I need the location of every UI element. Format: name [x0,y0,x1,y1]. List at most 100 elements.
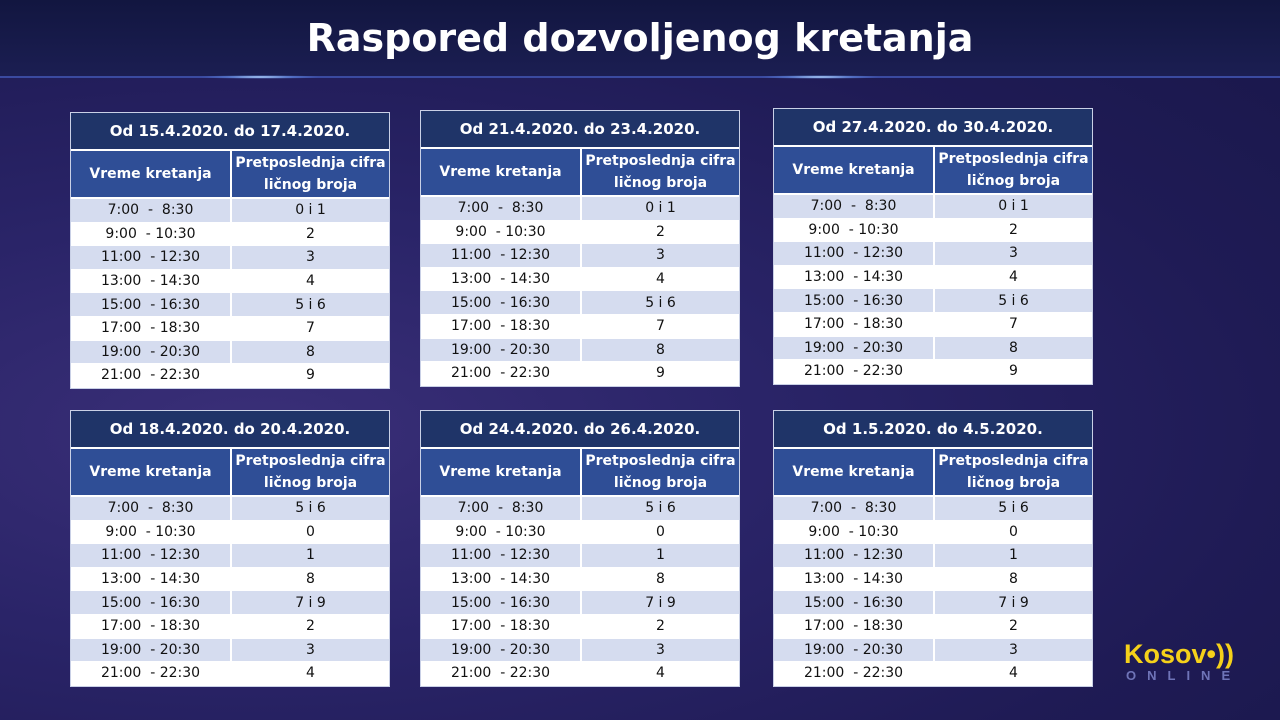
table-row: 9:00 - 10:30 0 [71,520,389,545]
table-row: 15:00 - 16:30 5 i 6 [774,289,1092,313]
logo-sub: ONLINE [1126,668,1242,683]
digit-cell: 3 [1009,245,1018,262]
table-header: Vreme kretanja Pretposlednja cifra lično… [71,449,389,497]
digit-cell: 2 [656,618,665,635]
table-row: 21:00 - 22:30 4 [774,662,1092,686]
table-caption: Od 1.5.2020. do 4.5.2020. [774,411,1092,449]
digit-cell: 1 [306,547,315,564]
time-cell: 21:00 - 22:30 [421,662,582,685]
table-row: 11:00 - 12:30 1 [774,544,1092,568]
header-time: Vreme kretanja [71,449,232,495]
schedule-table: Od 27.4.2020. do 30.4.2020. Vreme kretan… [773,108,1093,385]
table-row: 21:00 - 22:30 9 [774,360,1092,384]
table-row: 7:00 - 8:30 5 i 6 [774,497,1092,521]
digit-cell: 7 i 9 [645,594,676,611]
digit-cell: 8 [656,341,665,358]
schedule-table: Od 24.4.2020. do 26.4.2020. Vreme kretan… [420,410,740,687]
time-cell: 17:00 - 18:30 [71,614,232,638]
time-cell: 11:00 - 12:30 [71,544,232,567]
table-row: 15:00 - 16:30 5 i 6 [71,293,389,317]
digit-cell: 3 [1009,641,1018,658]
digit-cell: 5 i 6 [645,294,676,311]
time-cell: 15:00 - 16:30 [71,591,232,614]
table-row: 15:00 - 16:30 7 i 9 [71,591,389,615]
schedule-table: Od 21.4.2020. do 23.4.2020. Vreme kretan… [420,110,740,387]
table-row: 9:00 - 10:30 2 [774,218,1092,243]
digit-cell: 0 i 1 [645,200,676,217]
digit-cell: 4 [1009,665,1018,682]
digit-cell: 4 [656,271,665,288]
digit-cell: 1 [1009,547,1018,564]
header-digit: Pretposlednja cifra ličnog broja [235,155,386,193]
digit-cell: 7 [656,318,665,335]
table-row: 21:00 - 22:30 4 [421,662,739,686]
time-cell: 17:00 - 18:30 [774,312,935,336]
time-cell: 11:00 - 12:30 [421,544,582,567]
table-row: 17:00 - 18:30 2 [421,614,739,639]
digit-cell: 4 [306,273,315,290]
time-cell: 13:00 - 14:30 [71,269,232,293]
digit-cell: 3 [656,641,665,658]
digit-cell: 5 i 6 [645,500,676,517]
digit-cell: 4 [306,665,315,682]
digit-cell: 2 [1009,221,1018,238]
digit-cell: 3 [656,247,665,264]
table-row: 13:00 - 14:30 8 [421,567,739,592]
digit-cell: 3 [306,249,315,266]
table-row: 15:00 - 16:30 7 i 9 [774,591,1092,615]
digit-cell: 0 [306,523,315,540]
time-cell: 15:00 - 16:30 [421,291,582,314]
time-cell: 9:00 - 10:30 [774,520,935,544]
table-row: 19:00 - 20:30 8 [71,340,389,365]
digit-cell: 8 [306,343,315,360]
time-cell: 13:00 - 14:30 [421,267,582,291]
time-cell: 21:00 - 22:30 [774,662,935,685]
time-cell: 7:00 - 8:30 [774,195,935,218]
header-digit: Pretposlednja cifra ličnog broja [938,151,1089,189]
table-row: 15:00 - 16:30 7 i 9 [421,591,739,615]
header-time: Vreme kretanja [71,151,232,197]
time-cell: 17:00 - 18:30 [421,614,582,638]
digit-cell: 0 i 1 [295,202,326,219]
time-cell: 9:00 - 10:30 [71,222,232,246]
table-row: 11:00 - 12:30 3 [71,246,389,270]
digit-cell: 8 [306,571,315,588]
table-row: 15:00 - 16:30 5 i 6 [421,291,739,315]
time-cell: 13:00 - 14:30 [71,567,232,591]
time-cell: 15:00 - 16:30 [774,289,935,312]
digit-cell: 2 [306,225,315,242]
table-header: Vreme kretanja Pretposlednja cifra lično… [71,151,389,199]
table-row: 21:00 - 22:30 9 [71,364,389,388]
table-row: 7:00 - 8:30 5 i 6 [421,497,739,521]
table-row: 13:00 - 14:30 4 [774,265,1092,290]
header-time: Vreme kretanja [774,449,935,495]
time-cell: 11:00 - 12:30 [71,246,232,269]
table-caption: Od 24.4.2020. do 26.4.2020. [421,411,739,449]
table-row: 7:00 - 8:30 0 i 1 [421,197,739,221]
time-cell: 21:00 - 22:30 [71,364,232,387]
time-cell: 19:00 - 20:30 [774,336,935,360]
time-cell: 7:00 - 8:30 [421,197,582,220]
table-row: 9:00 - 10:30 0 [774,520,1092,545]
logo-brand: Kosov•)) [1124,639,1234,669]
digit-cell: 9 [656,365,665,382]
time-cell: 19:00 - 20:30 [421,338,582,362]
digit-cell: 0 [1009,523,1018,540]
time-cell: 7:00 - 8:30 [421,497,582,520]
table-header: Vreme kretanja Pretposlednja cifra lično… [774,147,1092,195]
digit-cell: 7 [306,320,315,337]
digit-cell: 2 [306,618,315,635]
table-row: 17:00 - 18:30 7 [421,314,739,339]
table-row: 11:00 - 12:30 3 [421,244,739,268]
header-digit: Pretposlednja cifra ličnog broja [235,453,386,491]
page-title: Raspored dozvoljenog kretanja [306,16,974,60]
table-row: 21:00 - 22:30 9 [421,362,739,386]
schedule-table: Od 15.4.2020. do 17.4.2020. Vreme kretan… [70,112,390,389]
time-cell: 21:00 - 22:30 [71,662,232,685]
table-caption: Od 21.4.2020. do 23.4.2020. [421,111,739,149]
time-cell: 7:00 - 8:30 [774,497,935,520]
table-row: 17:00 - 18:30 7 [71,316,389,341]
digit-cell: 4 [656,665,665,682]
time-cell: 9:00 - 10:30 [421,220,582,244]
time-cell: 11:00 - 12:30 [421,244,582,267]
